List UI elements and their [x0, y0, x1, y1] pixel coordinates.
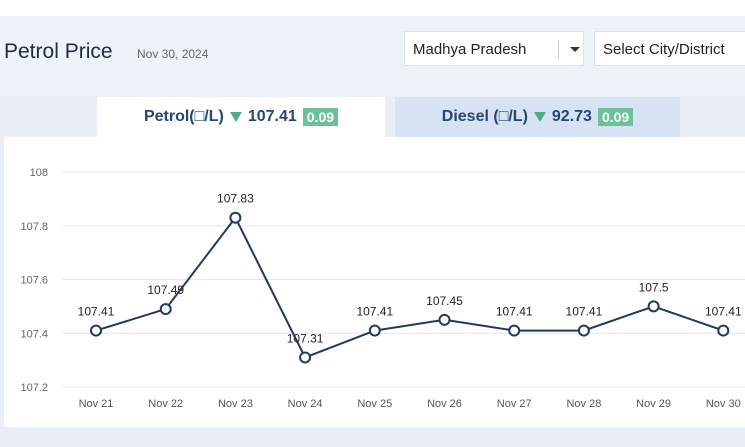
data-label: 107.49 — [147, 283, 184, 297]
chart-panel: 107.2 107.4 107.6 107.8 108 Nov 21 Nov 22 Nov 2… — [4, 137, 745, 427]
data-point — [717, 324, 730, 337]
x-tick-label: Nov 24 — [288, 398, 323, 410]
tab-diesel-price: 92.73 — [551, 108, 592, 125]
bottom-strip — [0, 427, 745, 447]
tab-diesel-label: Diesel (□/L) — [441, 108, 528, 125]
y-tick-label: 108 — [30, 167, 48, 179]
data-point — [159, 303, 172, 316]
x-tick-label: Nov 26 — [427, 398, 462, 410]
data-point — [438, 313, 451, 326]
state-select-value: Madhya Pradesh — [413, 41, 527, 58]
data-point — [508, 324, 521, 337]
down-arrow-icon — [533, 112, 546, 122]
tab-diesel-change-badge: 0.09 — [597, 108, 634, 126]
tab-petrol-label: Petrol(□/L) — [143, 108, 224, 125]
data-label: 107.41 — [356, 305, 393, 319]
data-point — [368, 324, 381, 337]
select-divider — [558, 40, 559, 59]
data-label: 107.31 — [287, 331, 324, 345]
y-tick-label: 107.4 — [20, 328, 48, 340]
x-tick-label: Nov 21 — [79, 398, 114, 410]
data-label: 107.41 — [705, 305, 742, 319]
top-strip — [0, 0, 745, 16]
data-point — [229, 211, 242, 224]
down-arrow-icon — [229, 112, 242, 122]
city-select-value: Select City/District — [603, 41, 725, 58]
tab-petrol-price: 107.41 — [247, 108, 297, 125]
data-label: 107.5 — [639, 280, 669, 294]
x-tick-label: Nov 25 — [357, 398, 392, 410]
data-point — [299, 351, 312, 364]
x-tick-label: Nov 28 — [566, 398, 601, 410]
data-point — [647, 300, 660, 313]
x-tick-label: Nov 29 — [636, 398, 671, 410]
y-tick-label: 107.8 — [20, 221, 48, 233]
state-select[interactable]: Madhya Pradesh — [404, 31, 584, 66]
data-label: 107.41 — [78, 305, 115, 319]
chevron-down-icon[interactable] — [570, 47, 580, 52]
tab-petrol-change-badge: 0.09 — [302, 108, 339, 126]
data-label: 107.45 — [426, 294, 463, 308]
y-tick-label: 107.6 — [20, 275, 48, 287]
x-tick-label: Nov 23 — [218, 398, 253, 410]
y-tick-label: 107.2 — [20, 382, 48, 394]
data-label: 107.41 — [566, 305, 603, 319]
data-label: 107.83 — [217, 192, 254, 206]
x-tick-label: Nov 30 — [706, 398, 741, 410]
data-point — [90, 324, 102, 337]
city-select[interactable]: Select City/District — [594, 31, 745, 66]
tab-diesel[interactable]: Diesel (□/L) 92.73 0.09 — [395, 97, 680, 137]
x-tick-label: Nov 22 — [148, 398, 183, 410]
page-title: Petrol Price — [4, 40, 113, 63]
data-label: 107.41 — [496, 305, 533, 319]
data-point — [577, 324, 590, 337]
series-line — [95, 215, 724, 359]
date-label: Nov 30, 2024 — [137, 47, 209, 61]
tab-petrol[interactable]: Petrol(□/L) 107.41 0.09 — [97, 97, 385, 137]
x-tick-label: Nov 27 — [497, 398, 532, 410]
price-line-chart: 107.2 107.4 107.6 107.8 108 Nov 21 Nov 22 Nov 2… — [20, 167, 745, 410]
